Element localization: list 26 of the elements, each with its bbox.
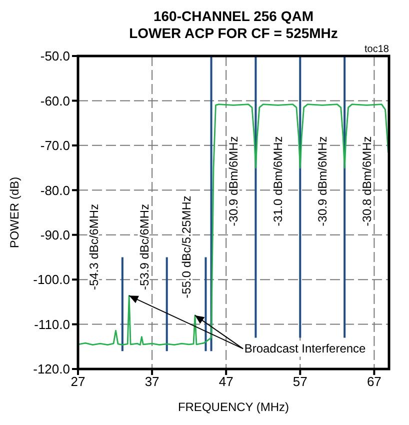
y-tick-label: -70.0 [40,138,70,154]
annotation: -30.8 dBm/6MHz [360,136,374,226]
y-axis-title: POWER (dB) [7,176,22,248]
x-tick-label: 67 [366,374,382,390]
y-tick-label: -50.0 [40,48,70,64]
annotation: Broadcast Interference [244,342,366,356]
y-tick-label: -90.0 [40,227,70,242]
x-tick-label: 47 [218,374,234,390]
annotation: -31.0 dBm/6MHz [270,136,285,226]
text: toc18 [364,44,390,55]
y-tick-label: -110.0 [34,316,70,332]
y-tick-label: -120.0 [33,362,70,377]
annotation: -53.9 dBc/6MHz [138,204,152,290]
annotation: -30.9 dBm/6MHz [315,136,330,226]
annotation: -55.0 dBc/5.25MHz [179,196,194,298]
y-tick-label: -60.0 [40,93,70,108]
annotation: -54.3 dBc/6MHz [87,204,102,290]
x-axis-title: FREQUENCY (MHz) [178,400,290,414]
chart-subtitle: LOWER ACP FOR CF = 525MHz [128,25,339,42]
chart-title: 160-CHANNEL 256 QAM [152,8,314,25]
x-tick-label: 37 [144,374,160,390]
y-tick-label: -80.0 [40,182,70,198]
y-tick-label: -100.0 [33,272,70,288]
annotation: -30.9 dBm/6MHz [226,136,240,226]
x-tick-label: 27 [70,374,86,390]
x-tick-label: 57 [292,374,308,390]
